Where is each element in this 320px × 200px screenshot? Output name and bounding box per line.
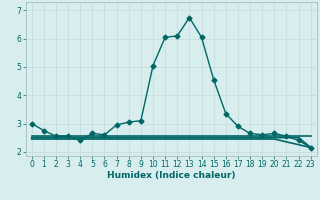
X-axis label: Humidex (Indice chaleur): Humidex (Indice chaleur) — [107, 171, 236, 180]
